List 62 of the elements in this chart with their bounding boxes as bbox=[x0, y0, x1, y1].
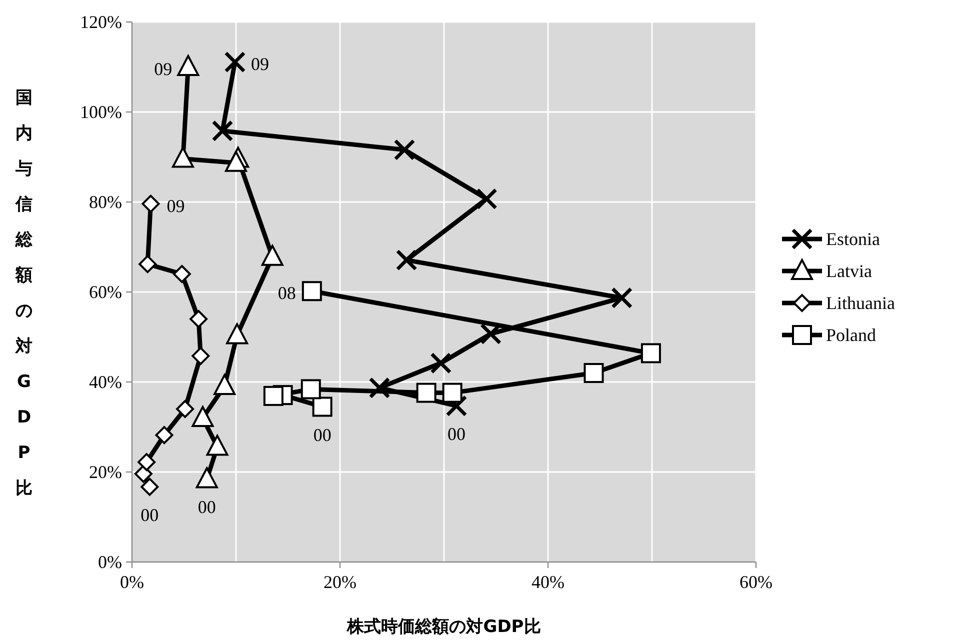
point bbox=[176, 400, 194, 418]
annotation: 00 bbox=[447, 424, 466, 444]
point bbox=[225, 150, 247, 172]
legend-label: Estonia bbox=[826, 229, 880, 249]
point bbox=[196, 467, 218, 488]
point bbox=[476, 188, 498, 210]
point bbox=[261, 244, 284, 266]
point bbox=[192, 346, 210, 365]
annotation: 09 bbox=[250, 54, 269, 74]
y-tick-label: 40% bbox=[89, 372, 122, 392]
point bbox=[611, 287, 633, 309]
y-tick-label: 80% bbox=[89, 192, 122, 212]
point bbox=[640, 343, 661, 364]
point bbox=[224, 51, 246, 73]
point bbox=[394, 139, 416, 161]
point bbox=[302, 281, 322, 302]
point bbox=[480, 323, 502, 345]
legend-label: Latvia bbox=[826, 261, 872, 281]
text: 国内与信総額の対GDP比 bbox=[16, 88, 32, 498]
y-tick-label: 60% bbox=[89, 282, 122, 302]
annotation: 00 bbox=[313, 424, 332, 445]
y-tick-label: 100% bbox=[80, 102, 122, 122]
point bbox=[430, 352, 452, 374]
point bbox=[134, 464, 152, 483]
point bbox=[172, 146, 194, 168]
annotation: 00 bbox=[140, 504, 159, 525]
point bbox=[446, 395, 468, 417]
x-tick-label: 0% bbox=[120, 572, 144, 592]
point bbox=[140, 478, 159, 496]
point bbox=[396, 249, 418, 271]
point bbox=[190, 310, 208, 328]
x-tick-label: 20% bbox=[324, 572, 356, 592]
point bbox=[206, 434, 228, 456]
point bbox=[584, 363, 604, 383]
annotation: 09 bbox=[154, 59, 172, 79]
annotation: 08 bbox=[278, 283, 296, 304]
point bbox=[155, 426, 174, 444]
point bbox=[212, 120, 234, 142]
point bbox=[442, 382, 462, 403]
point bbox=[138, 453, 156, 472]
point bbox=[263, 386, 284, 406]
point bbox=[172, 265, 191, 283]
point bbox=[214, 374, 236, 396]
point bbox=[138, 255, 157, 274]
point bbox=[177, 55, 200, 76]
y-tick-label: 0% bbox=[98, 552, 122, 572]
legend-label: Poland bbox=[826, 325, 876, 345]
point bbox=[300, 379, 321, 400]
x-tick-label: 40% bbox=[532, 572, 564, 592]
y-tick-label: 120% bbox=[80, 12, 122, 32]
point bbox=[368, 377, 390, 399]
y-tick-label: 20% bbox=[89, 462, 122, 482]
annotation: 00 bbox=[198, 497, 216, 518]
point bbox=[226, 323, 248, 344]
point bbox=[192, 406, 214, 427]
annotation: 09 bbox=[166, 196, 185, 216]
point bbox=[142, 194, 160, 213]
point bbox=[312, 396, 332, 417]
x-tick-label: 60% bbox=[740, 572, 772, 592]
point bbox=[416, 382, 436, 403]
legend-label: Lithuania bbox=[826, 293, 895, 313]
x-axis-title: 株式時価総額の対GDP比 bbox=[346, 617, 541, 637]
